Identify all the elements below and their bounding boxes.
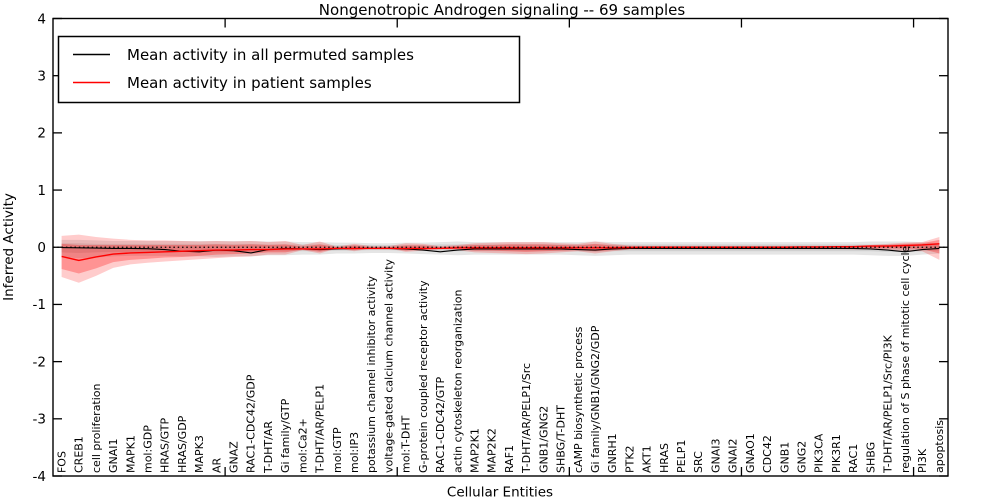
x-category-label: Gi family/GTP — [279, 398, 292, 473]
x-category-label: Gi family/GNB1/GNG2/GDP — [589, 325, 602, 473]
x-category-label: mol:GDP — [141, 425, 154, 473]
x-category-label: mol:T-DHT — [400, 415, 413, 473]
x-category-label: MAPK3 — [193, 435, 206, 473]
x-category-label: FOS — [55, 451, 68, 473]
x-category-label: PIK3R1 — [830, 434, 843, 473]
x-category-label: MAP2K2 — [486, 428, 499, 473]
y-tick-label: -2 — [33, 354, 46, 370]
x-category-label: SRC — [692, 451, 705, 473]
x-category-label: cAMP biosynthetic process — [572, 326, 585, 473]
x-category-label: mol:IP3 — [348, 432, 361, 473]
x-category-label: HRAS — [658, 443, 671, 473]
x-category-label: CDC42 — [761, 435, 774, 473]
y-axis-label: Inferred Activity — [1, 193, 17, 301]
y-tick-label: -3 — [33, 412, 46, 428]
x-category-label: T-DHT/AR/PELP1/Src — [520, 363, 533, 474]
x-category-label: GNAO1 — [744, 433, 757, 473]
x-category-label: GNG2 — [796, 441, 809, 473]
y-tick-label: -1 — [33, 297, 46, 313]
x-category-label: GNAI3 — [709, 438, 722, 473]
x-category-label: HRAS/GDP — [176, 415, 189, 473]
x-category-label: HRAS/GTP — [159, 417, 172, 473]
chart-title: Nongenotropic Androgen signaling -- 69 s… — [319, 1, 686, 19]
x-category-label: GNB1 — [778, 442, 791, 473]
y-tick-label: 1 — [37, 183, 46, 199]
x-category-label: SHBG/T-DHT — [555, 405, 568, 473]
x-category-label: voltage-gated calcium channel activity — [382, 258, 395, 473]
x-category-label: RAC1-CDC42/GDP — [245, 374, 258, 473]
x-category-label: actin cytoskeleton reorganization — [451, 289, 464, 473]
legend-box — [57, 35, 521, 104]
x-category-label: AR — [210, 457, 223, 473]
y-tick-label: 2 — [37, 126, 46, 142]
x-category-label: GNAZ — [228, 441, 241, 473]
x-category-label: GNAI1 — [107, 438, 120, 473]
x-category-label: PELP1 — [675, 440, 688, 473]
x-category-label: RAF1 — [503, 445, 516, 473]
x-category-label: G-protein coupled receptor activity — [417, 280, 430, 473]
x-category-label: RAC1 — [847, 444, 860, 473]
x-category-label: MAPK1 — [124, 435, 137, 473]
y-tick-label: 4 — [37, 11, 46, 27]
x-category-label: GNB1/GNG2 — [537, 406, 550, 473]
x-category-label: T-DHT/AR — [262, 421, 275, 474]
x-category-label: PIK3CA — [813, 433, 826, 473]
x-category-label: GNAI2 — [727, 438, 740, 473]
x-category-label: T-DHT/AR/PELP1 — [314, 384, 327, 474]
x-category-label: cell proliferation — [90, 383, 103, 473]
x-category-label: apoptosis — [933, 420, 946, 473]
x-category-label: potassium channel inhibitor activity — [365, 275, 378, 473]
x-category-label: RAC1-CDC42/GTP — [434, 376, 447, 473]
y-tick-label: -4 — [33, 469, 46, 485]
legend-label-0: Mean activity in all permuted samples — [127, 46, 414, 64]
x-category-label: MAP2K1 — [468, 428, 481, 473]
x-category-label: regulation of S phase of mitotic cell cy… — [899, 245, 912, 473]
x-axis-label: Cellular Entities — [447, 485, 553, 500]
x-category-label: AKT1 — [641, 445, 654, 473]
x-category-label: GNRH1 — [606, 433, 619, 473]
x-category-label: mol:GTP — [331, 427, 344, 473]
x-category-label: SHBG — [864, 442, 877, 473]
y-tick-label: 3 — [37, 68, 46, 84]
x-category-label: PTK2 — [623, 445, 636, 473]
x-category-label: mol:Ca2+ — [296, 418, 309, 473]
y-tick-label: 0 — [37, 240, 46, 256]
x-category-label: PI3K — [916, 448, 929, 473]
x-category-label: T-DHT/AR/PELP1/Src/PI3K — [882, 334, 895, 474]
legend-label-1: Mean activity in patient samples — [127, 74, 372, 92]
x-category-label: CREB1 — [73, 436, 86, 473]
